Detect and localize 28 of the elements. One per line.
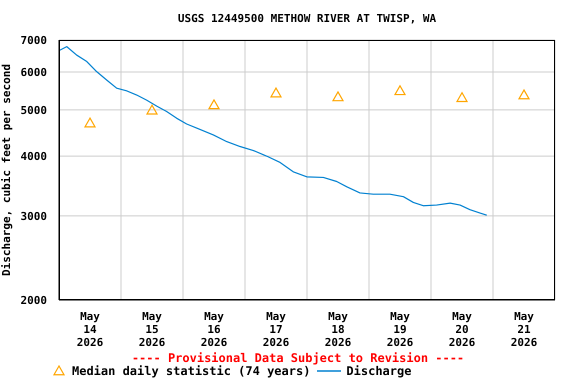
x-tick-label: May 19 2026 — [386, 310, 414, 349]
x-tick-label: May 16 2026 — [200, 310, 228, 349]
text: ---- Provisional Data Subject to Revision ---- — [130, 351, 466, 365]
y-tick-label: 3000 — [20, 210, 47, 223]
y-tick-label: 5000 — [20, 104, 47, 117]
point — [84, 118, 96, 128]
x-tick-label: May 17 2026 — [262, 310, 290, 349]
y-tick-label: 6000 — [20, 66, 47, 79]
legend-label: Discharge — [346, 364, 412, 378]
point — [394, 85, 406, 96]
line-series — [59, 46, 488, 216]
point — [208, 99, 220, 110]
point — [146, 104, 158, 115]
legend-label: Median daily statistic (74 years) — [72, 364, 310, 378]
point — [518, 89, 530, 100]
point — [332, 91, 344, 102]
x-tick-label: May 20 2026 — [448, 310, 476, 349]
y-tick-label: 7000 — [20, 34, 47, 47]
x-tick-label: May 18 2026 — [324, 310, 352, 349]
x-tick-label: May 21 2026 — [510, 310, 538, 349]
chart-title: USGS 12449500 METHOW RIVER AT TWISP, WA — [176, 12, 438, 25]
point — [456, 92, 468, 102]
y-tick-label: 2000 — [20, 294, 47, 307]
y-tick-label: 4000 — [20, 150, 47, 164]
point — [270, 87, 282, 98]
x-tick-label: May 15 2026 — [138, 310, 166, 349]
x-tick-label: May 14 2026 — [76, 310, 104, 349]
y-axis-title: Discharge, cubic feet per second — [0, 64, 13, 276]
